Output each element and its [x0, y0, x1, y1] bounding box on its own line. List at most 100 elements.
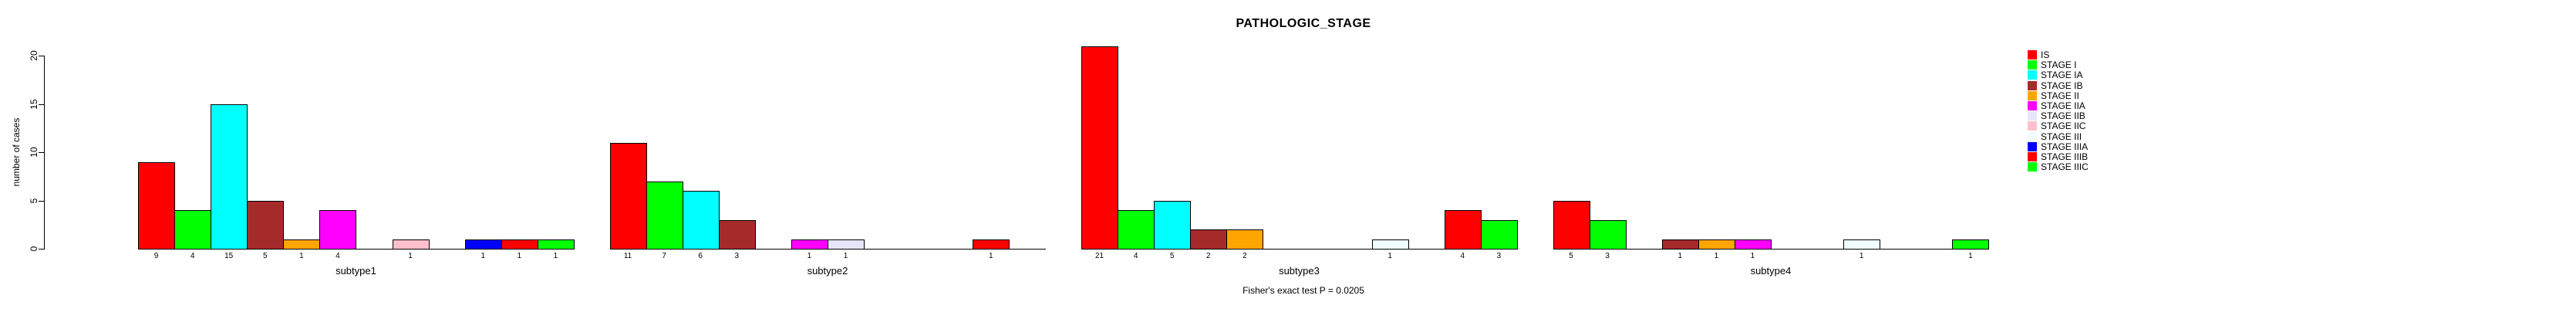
bar-stage-ia — [682, 191, 720, 250]
legend-label: STAGE IIB — [2041, 110, 2085, 122]
bar-value-label: 1 — [480, 252, 486, 260]
bar-stage-iia — [1734, 239, 1772, 250]
bar-value-label: 1 — [1859, 252, 1864, 260]
legend-item: STAGE III — [2028, 131, 2112, 142]
x-axis-group-label: subtype3 — [1279, 265, 1320, 277]
bar-stage-iiic — [1952, 239, 1990, 250]
legend-item: STAGE IIB — [2028, 111, 2112, 121]
bar-value-label: 4 — [335, 252, 340, 260]
legend-item: STAGE I — [2028, 60, 2112, 70]
y-axis-label: number of cases — [11, 117, 22, 187]
y-axis-tick — [39, 249, 45, 250]
bar-stage-ii — [1226, 229, 1264, 250]
bar-stage-iii — [1843, 239, 1881, 250]
legend-item: STAGE IIIA — [2028, 141, 2112, 152]
bar-stage-iia — [791, 239, 828, 250]
legend-swatch — [2028, 111, 2037, 121]
bar-value-label: 15 — [224, 252, 234, 260]
legend-item: STAGE IIIB — [2028, 152, 2112, 162]
legend-label: STAGE IIC — [2041, 121, 2086, 132]
bar-stage-ii — [283, 239, 321, 250]
bar-value-label: 2 — [1242, 252, 1247, 260]
legend-swatch — [2028, 70, 2037, 80]
bar-value-label: 3 — [1496, 252, 1502, 260]
bar-value-label: 1 — [1677, 252, 1683, 260]
legend-item: STAGE IIC — [2028, 121, 2112, 131]
bar-stage-iiib — [1444, 210, 1482, 250]
legend-item: STAGE IA — [2028, 70, 2112, 80]
x-axis-group-label: subtype2 — [807, 265, 848, 277]
y-axis-tick-label: 0 — [29, 246, 39, 252]
y-axis-tick-label: 15 — [29, 98, 39, 110]
legend-label: STAGE IB — [2041, 80, 2083, 91]
legend-swatch — [2028, 162, 2037, 172]
legend-swatch — [2028, 101, 2037, 110]
bar-stage-ib — [1661, 239, 1699, 250]
bar-stage-ib — [247, 200, 285, 250]
bar-value-label: 3 — [734, 252, 740, 260]
bar-stage-ib — [718, 219, 756, 250]
legend-label: STAGE I — [2041, 59, 2077, 71]
legend-swatch — [2028, 50, 2037, 59]
legend-swatch — [2028, 80, 2037, 90]
bar-value-label: 1 — [843, 252, 848, 260]
bar-value-label: 7 — [662, 252, 666, 260]
bar-value-label: 1 — [1968, 252, 1973, 260]
bar-value-label: 4 — [1133, 252, 1138, 260]
legend-label: STAGE II — [2041, 90, 2079, 101]
y-axis-tick — [39, 104, 45, 105]
legend-swatch — [2028, 131, 2037, 141]
bar-stage-ii — [1698, 239, 1735, 250]
bar-stage-ia — [1154, 200, 1192, 250]
bar-stage-i — [1589, 219, 1627, 250]
bar-value-label: 4 — [1460, 252, 1465, 260]
group-baseline — [1081, 249, 1518, 250]
legend-item: STAGE IIIC — [2028, 162, 2112, 172]
legend-label: STAGE IA — [2041, 70, 2083, 81]
bar-value-label: 6 — [698, 252, 703, 260]
legend-item: IS — [2028, 50, 2112, 60]
bar-stage-iiib — [973, 239, 1010, 250]
bar-value-label: 1 — [299, 252, 304, 260]
legend-label: STAGE IIIA — [2041, 141, 2089, 152]
chart-title: PATHOLOGIC_STAGE — [1236, 17, 1371, 30]
legend-swatch — [2028, 90, 2037, 100]
bar-value-label: 3 — [1605, 252, 1610, 260]
fisher-test-caption: Fisher's exact test P = 0.0205 — [1242, 285, 1364, 296]
bar-value-label: 1 — [408, 252, 413, 260]
bar-value-label: 5 — [262, 252, 268, 260]
bar-stage-iia — [319, 210, 357, 250]
bar-stage-iiic — [1480, 219, 1518, 250]
bar-is — [1553, 200, 1590, 250]
legend-label: STAGE IIIB — [2041, 151, 2089, 162]
bar-stage-i — [646, 181, 683, 250]
bar-stage-iiia — [464, 239, 502, 250]
y-axis-tick — [39, 200, 45, 202]
bar-value-label: 21 — [1094, 252, 1104, 260]
bar-value-label: 1 — [1714, 252, 1719, 260]
legend-label: STAGE IIA — [2041, 100, 2085, 111]
y-axis-tick-label: 10 — [29, 147, 39, 158]
bar-value-label: 1 — [517, 252, 522, 260]
bar-stage-i — [174, 210, 212, 250]
bar-value-label: 5 — [1169, 252, 1175, 260]
bar-value-label: 1 — [807, 252, 812, 260]
legend-swatch — [2028, 60, 2037, 70]
legend-item: STAGE IIA — [2028, 101, 2112, 111]
legend-swatch — [2028, 141, 2037, 151]
bar-value-label: 11 — [623, 252, 632, 260]
legend-label: STAGE III — [2041, 131, 2082, 142]
bar-stage-iib — [827, 239, 865, 250]
bar-stage-iic — [392, 239, 430, 250]
bar-is — [1081, 46, 1119, 250]
y-axis-tick-label: 5 — [29, 198, 39, 203]
bar-stage-ib — [1190, 229, 1228, 250]
bar-stage-ia — [211, 104, 248, 250]
bar-is — [609, 142, 647, 250]
bar-value-label: 1 — [1387, 252, 1392, 260]
bar-is — [138, 161, 176, 250]
legend-label: STAGE IIIC — [2041, 161, 2089, 173]
bar-value-label: 9 — [153, 252, 159, 260]
bar-stage-i — [1118, 210, 1155, 250]
